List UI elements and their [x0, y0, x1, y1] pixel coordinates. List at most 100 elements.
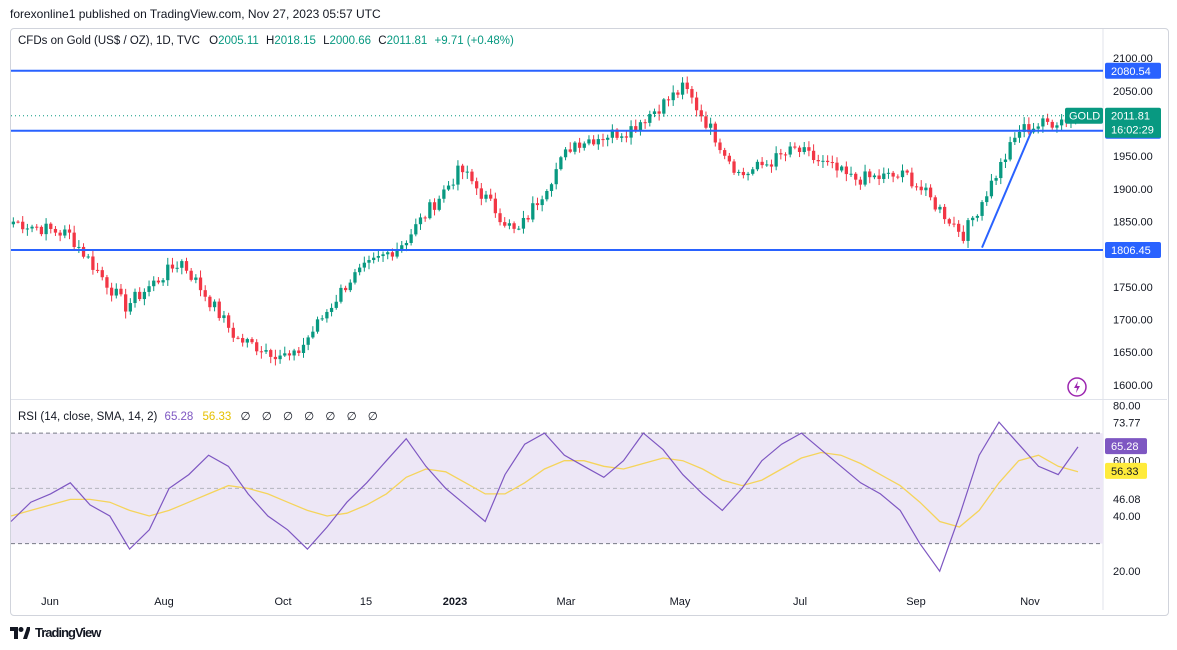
- rsi-label[interactable]: RSI (14, close, SMA, 14, 2): [18, 411, 158, 423]
- candle-body: [648, 114, 652, 123]
- candle-body: [905, 170, 909, 173]
- candle-body: [39, 226, 44, 235]
- candle-body: [390, 252, 395, 257]
- candle-body: [77, 246, 81, 248]
- candle-body: [821, 160, 825, 162]
- high-label: H: [266, 35, 275, 47]
- candle-body: [16, 221, 20, 223]
- level-tag-label: 2080.54: [1111, 66, 1151, 78]
- candle-body: [535, 203, 540, 206]
- time-tick-label: 15: [360, 596, 372, 608]
- price-tick-label: 2050.00: [1113, 86, 1153, 98]
- candle-body: [241, 338, 245, 343]
- candle-body: [1050, 121, 1054, 128]
- rsi-value-tag: 65.28: [1111, 441, 1139, 453]
- rsi-ma-line: [10, 451, 1079, 528]
- candle-body: [460, 165, 465, 173]
- candle-body: [142, 291, 147, 300]
- candle-body: [138, 291, 142, 300]
- candle-body: [189, 270, 193, 280]
- candle-body: [161, 280, 165, 283]
- price-tag-countdown: 16:02:29: [1111, 125, 1154, 137]
- candle-body: [503, 222, 507, 226]
- candle-body: [72, 232, 76, 247]
- candle-body: [278, 355, 282, 360]
- candle-body: [456, 165, 460, 185]
- candle-body: [788, 146, 792, 155]
- candle-body: [779, 153, 783, 155]
- candle-body: [437, 198, 441, 210]
- price-legend: CFDs on Gold (US$ / OZ), 1D, TVC O2005.1…: [18, 35, 518, 47]
- candle-body: [746, 173, 750, 176]
- candle-body: [900, 170, 905, 178]
- candle-body: [587, 139, 591, 144]
- candle-body: [479, 188, 483, 199]
- symbol-label[interactable]: CFDs on Gold (US$ / OZ), 1D, TVC: [18, 35, 200, 47]
- candle-body: [966, 220, 970, 241]
- rsi-value-tag-bg: [1105, 438, 1147, 455]
- candle-body: [971, 217, 975, 221]
- candle-body: [811, 150, 816, 161]
- rsi-ma-legend-value: 56.33: [202, 411, 232, 423]
- candle-body: [49, 223, 53, 229]
- candle-body: [652, 111, 657, 115]
- candle-body: [58, 232, 62, 236]
- tradingview-logo-text[interactable]: TradingView: [35, 625, 101, 640]
- candle-body: [741, 171, 746, 176]
- candle-body: [999, 162, 1003, 179]
- candle-body: [432, 202, 437, 210]
- rsi-tick-label: 80.00: [1113, 401, 1141, 413]
- candle-body: [975, 215, 980, 218]
- price-tick-label: 1850.00: [1113, 217, 1153, 229]
- candle-body: [718, 142, 722, 151]
- time-tick-label: Jul: [793, 596, 807, 608]
- candle-body: [868, 171, 872, 178]
- candle-body: [283, 353, 287, 356]
- candle-body: [910, 172, 914, 187]
- symbol-tag-label: GOLD: [1069, 111, 1100, 123]
- time-tick-label: Oct: [274, 596, 291, 608]
- lightning-icon: [1067, 377, 1087, 397]
- candle-body: [1017, 131, 1022, 138]
- rsi-legend: RSI (14, close, SMA, 14, 2) 65.28 56.33 …: [18, 409, 382, 423]
- candle-body: [297, 350, 301, 354]
- time-tick-label: Aug: [154, 596, 174, 608]
- candle-body: [53, 228, 58, 233]
- candle-body: [751, 169, 755, 174]
- candle-body: [287, 353, 292, 356]
- candle-body: [1045, 118, 1050, 122]
- candle-body: [498, 213, 502, 223]
- close-value: 2011.81: [386, 35, 428, 47]
- candle-body: [507, 223, 512, 226]
- candle-body: [362, 262, 366, 268]
- candle-body: [451, 184, 455, 186]
- candle-body: [877, 175, 881, 179]
- level-tag-bg: [1105, 241, 1161, 258]
- candle-body: [1003, 159, 1008, 163]
- candle-body: [671, 92, 675, 101]
- time-tick-label: Nov: [1020, 596, 1040, 608]
- candle-body: [1013, 137, 1017, 143]
- candle-body: [446, 185, 451, 190]
- price-tick-label: 2100.00: [1113, 53, 1153, 65]
- candle-body: [428, 202, 432, 219]
- candle-body: [774, 153, 778, 167]
- tradingview-logo-icon[interactable]: [10, 626, 30, 639]
- candle-body: [156, 280, 161, 283]
- candle-body: [989, 180, 994, 197]
- candle-body: [545, 190, 549, 200]
- candle-body: [624, 136, 629, 138]
- price-tag-bg: [1105, 107, 1161, 138]
- candle-body: [914, 186, 919, 188]
- candle-body: [942, 206, 947, 220]
- candle-body: [994, 178, 998, 181]
- candle-body: [311, 331, 315, 338]
- candle-body: [147, 286, 151, 292]
- candle-body: [119, 288, 123, 295]
- candle-body: [184, 261, 189, 271]
- candle-body: [807, 147, 811, 151]
- candle-body: [329, 307, 334, 312]
- candle-body: [25, 228, 30, 230]
- candle-body: [198, 277, 203, 291]
